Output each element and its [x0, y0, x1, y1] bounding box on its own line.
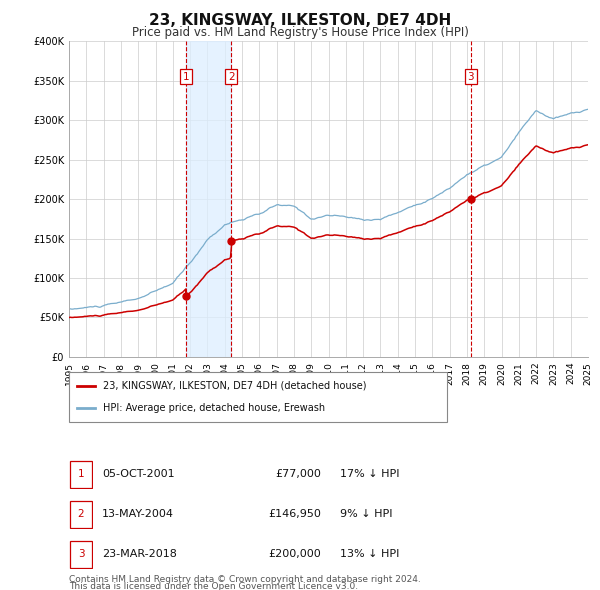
Text: 05-OCT-2001: 05-OCT-2001 — [102, 469, 175, 479]
Text: This data is licensed under the Open Government Licence v3.0.: This data is licensed under the Open Gov… — [69, 582, 358, 590]
Text: 9% ↓ HPI: 9% ↓ HPI — [333, 509, 392, 519]
Text: 13% ↓ HPI: 13% ↓ HPI — [333, 549, 400, 559]
FancyBboxPatch shape — [70, 461, 92, 487]
Text: 1: 1 — [182, 72, 189, 82]
FancyBboxPatch shape — [70, 501, 92, 527]
Text: 23, KINGSWAY, ILKESTON, DE7 4DH (detached house): 23, KINGSWAY, ILKESTON, DE7 4DH (detache… — [103, 381, 367, 391]
Text: 2: 2 — [228, 72, 235, 82]
Text: 13-MAY-2004: 13-MAY-2004 — [102, 509, 174, 519]
Text: 23, KINGSWAY, ILKESTON, DE7 4DH: 23, KINGSWAY, ILKESTON, DE7 4DH — [149, 13, 451, 28]
Text: £200,000: £200,000 — [268, 549, 321, 559]
Text: 1: 1 — [77, 469, 85, 479]
FancyBboxPatch shape — [70, 541, 92, 568]
Bar — [186, 41, 231, 357]
Text: 17% ↓ HPI: 17% ↓ HPI — [333, 469, 400, 479]
Text: 23-MAR-2018: 23-MAR-2018 — [102, 549, 177, 559]
Text: Price paid vs. HM Land Registry's House Price Index (HPI): Price paid vs. HM Land Registry's House … — [131, 26, 469, 39]
Text: £146,950: £146,950 — [268, 509, 321, 519]
Text: 3: 3 — [77, 549, 85, 559]
Text: 2: 2 — [77, 509, 85, 519]
Text: 3: 3 — [467, 72, 474, 82]
Text: £77,000: £77,000 — [275, 469, 321, 479]
Text: Contains HM Land Registry data © Crown copyright and database right 2024.: Contains HM Land Registry data © Crown c… — [69, 575, 421, 584]
Text: HPI: Average price, detached house, Erewash: HPI: Average price, detached house, Erew… — [103, 403, 325, 413]
FancyBboxPatch shape — [69, 372, 447, 422]
